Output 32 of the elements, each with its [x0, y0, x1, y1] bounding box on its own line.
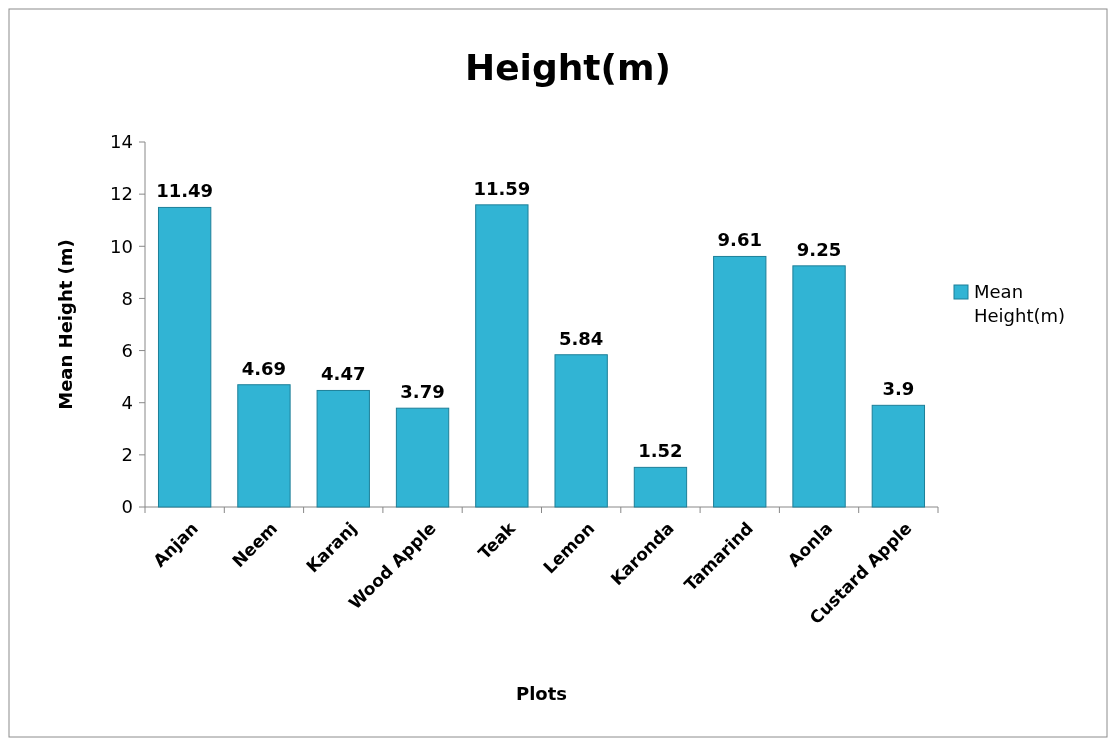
y-tick-label: 2 — [121, 444, 133, 466]
data-label: 1.52 — [638, 440, 683, 462]
y-tick-label: 0 — [121, 496, 133, 518]
bar — [633, 466, 688, 508]
bar — [713, 255, 767, 508]
y-tick-label: 8 — [121, 287, 133, 309]
y-tick-label: 4 — [121, 392, 133, 414]
bar — [316, 389, 370, 508]
y-tick-label: 14 — [110, 131, 133, 153]
chart-title: Height(m) — [465, 47, 671, 88]
bar — [554, 354, 608, 508]
bar — [157, 206, 212, 508]
bar — [237, 384, 291, 508]
data-label: 3.79 — [400, 381, 445, 403]
legend-label: Mean Height(m) — [974, 281, 1066, 326]
y-tick-label: 12 — [110, 183, 133, 205]
y-tick-label: 6 — [121, 339, 133, 361]
bar — [475, 204, 529, 508]
data-label: 4.69 — [241, 357, 287, 379]
data-label: 11.59 — [473, 177, 531, 199]
x-axis-title: Plots — [515, 683, 568, 704]
data-label: 4.47 — [321, 363, 366, 385]
data-label: 5.84 — [558, 327, 604, 349]
data-label: 9.25 — [796, 238, 842, 260]
data-label: 9.61 — [717, 229, 762, 251]
data-label: 3.9 — [882, 378, 915, 400]
bar — [792, 265, 846, 508]
bar — [395, 407, 450, 508]
bar — [871, 404, 926, 508]
y-axis-title: Mean Height (m) — [55, 239, 76, 410]
y-tick-label: 10 — [110, 235, 133, 257]
data-label: 11.49 — [156, 180, 214, 202]
